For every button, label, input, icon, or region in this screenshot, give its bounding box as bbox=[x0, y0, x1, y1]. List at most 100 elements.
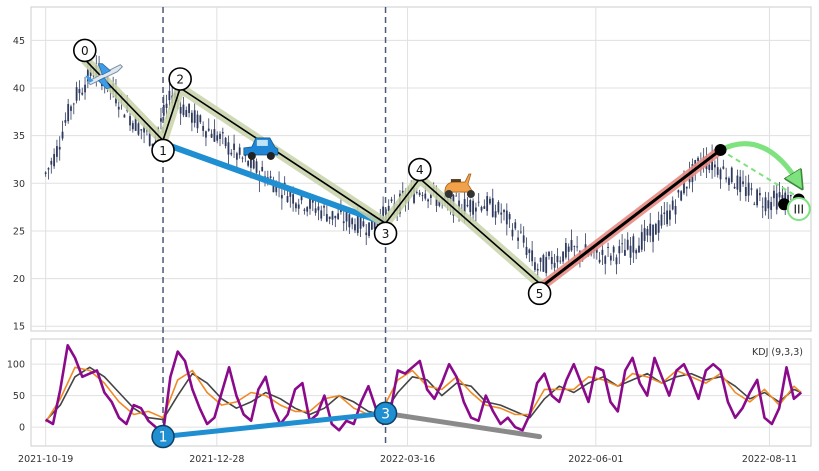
candle-body bbox=[323, 205, 325, 208]
candle-body bbox=[328, 216, 331, 219]
candle-body bbox=[365, 232, 368, 236]
candle-body bbox=[680, 191, 683, 201]
candle-body bbox=[297, 204, 300, 209]
kdj-annotation-label-3: 3 bbox=[381, 406, 390, 422]
candle-body bbox=[494, 211, 497, 218]
candle-body bbox=[489, 198, 491, 204]
candle-body bbox=[764, 197, 767, 212]
candle-body bbox=[531, 250, 534, 262]
candle-body bbox=[227, 142, 230, 155]
candle-body bbox=[646, 228, 649, 236]
candle-body bbox=[44, 172, 47, 174]
candle-body bbox=[75, 87, 78, 101]
candle-body bbox=[306, 207, 309, 212]
candle-body bbox=[72, 103, 75, 105]
car-window bbox=[256, 139, 268, 146]
indicator-y-tick-2: 100 bbox=[7, 360, 25, 371]
candle-body bbox=[663, 212, 666, 215]
airplane-tail bbox=[85, 75, 94, 83]
scooter-seat bbox=[450, 179, 461, 183]
candle-body bbox=[669, 210, 671, 220]
candle-body bbox=[331, 211, 334, 220]
candle-body bbox=[539, 257, 542, 262]
wave-point-label-5: 5 bbox=[536, 287, 544, 301]
candle-body bbox=[247, 160, 250, 166]
candle-body bbox=[483, 206, 486, 209]
candle-body bbox=[505, 210, 508, 225]
candle-body bbox=[427, 199, 429, 202]
candle-body bbox=[458, 200, 460, 212]
marker-circle-0 bbox=[786, 197, 811, 222]
candle-body bbox=[345, 211, 348, 222]
candle-body bbox=[320, 210, 323, 219]
candle-body bbox=[252, 159, 255, 169]
candle-body bbox=[674, 205, 677, 215]
candle-body bbox=[250, 156, 252, 168]
wave-point-label-2: 2 bbox=[176, 73, 184, 87]
candle-body bbox=[221, 132, 224, 134]
candle-body bbox=[767, 200, 770, 209]
kdj-annotation-circle-1 bbox=[151, 424, 175, 449]
candle-body bbox=[730, 167, 733, 183]
candle-body bbox=[261, 166, 264, 172]
candle-body bbox=[545, 257, 548, 274]
candle-body bbox=[165, 103, 168, 109]
price-y-tick-1: 20 bbox=[13, 274, 25, 285]
candle-body bbox=[742, 181, 744, 185]
airplane-wing-top bbox=[97, 63, 112, 76]
scooter-body bbox=[444, 173, 474, 193]
candle-body bbox=[714, 164, 716, 168]
x-tick-label-4: 2022-08-11 bbox=[742, 454, 797, 465]
candle-body bbox=[56, 146, 58, 157]
candle-body bbox=[415, 192, 418, 193]
candle-body bbox=[789, 194, 792, 197]
marker-label-0: III bbox=[793, 203, 804, 217]
candle-body bbox=[621, 243, 624, 245]
candle-body bbox=[131, 123, 134, 130]
indicator-y-tick-0: 0 bbox=[19, 423, 25, 434]
candle-body bbox=[241, 157, 244, 159]
candle-body bbox=[466, 204, 469, 207]
candle-body bbox=[309, 198, 311, 209]
candle-body bbox=[649, 223, 652, 236]
candle-body bbox=[601, 249, 604, 255]
candle-body bbox=[635, 250, 638, 254]
candle-body bbox=[615, 257, 618, 265]
kdj-gray-line bbox=[383, 410, 543, 440]
airplane-body bbox=[86, 64, 124, 86]
car-wheel-rear bbox=[247, 151, 256, 160]
candle-body bbox=[525, 246, 528, 255]
candle-body bbox=[778, 192, 781, 198]
candle-body bbox=[708, 164, 711, 170]
kdj-series-0 bbox=[45, 366, 802, 422]
candle-body bbox=[638, 245, 640, 253]
price-y-tick-2: 25 bbox=[13, 226, 25, 237]
candle-body bbox=[317, 206, 320, 211]
candle-body bbox=[424, 193, 427, 199]
candle-body bbox=[733, 186, 736, 189]
candle-body bbox=[474, 207, 477, 212]
candle-body bbox=[179, 106, 182, 114]
candle-body bbox=[522, 235, 525, 243]
candle-body bbox=[430, 194, 432, 199]
candle-body bbox=[188, 103, 190, 114]
candle-body bbox=[289, 191, 292, 197]
candle-body bbox=[519, 231, 522, 233]
candle-body bbox=[559, 260, 562, 262]
candle-body bbox=[564, 243, 567, 258]
wave-point-label-3: 3 bbox=[382, 227, 390, 241]
indicator-y-tick-1: 50 bbox=[13, 391, 25, 402]
candle-body bbox=[556, 255, 559, 263]
candle-body bbox=[500, 212, 503, 215]
candle-body bbox=[421, 195, 424, 197]
wave-point-circle-5 bbox=[527, 281, 552, 306]
price-y-tick-5: 40 bbox=[13, 84, 25, 95]
candle-body bbox=[193, 110, 196, 123]
candle-body bbox=[190, 112, 193, 123]
candle-body bbox=[775, 193, 778, 210]
candle-body bbox=[711, 155, 713, 171]
candle-body bbox=[550, 257, 553, 264]
blue-trend-line bbox=[160, 140, 389, 227]
candle-body bbox=[435, 195, 438, 206]
